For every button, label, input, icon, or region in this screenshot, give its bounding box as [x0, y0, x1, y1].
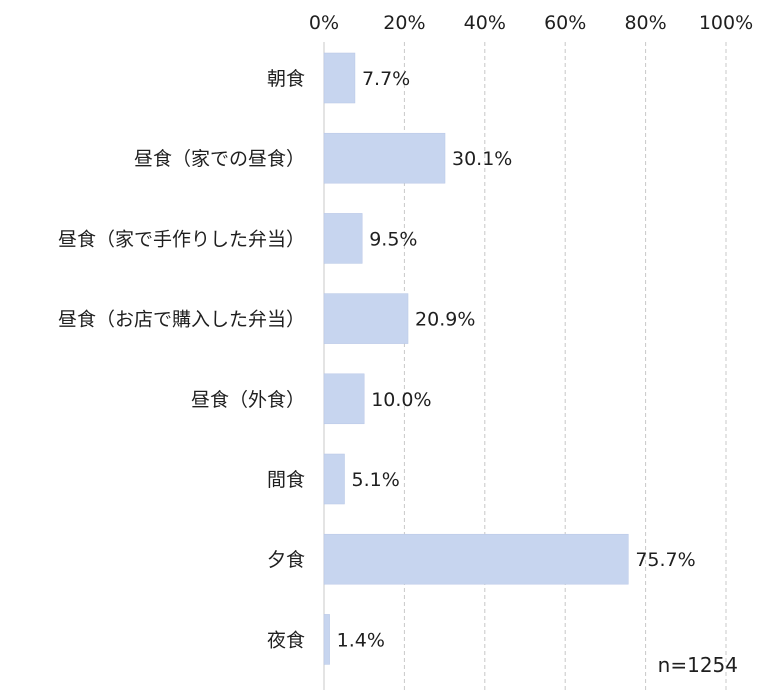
category-label: 昼食（家で手作りした弁当）	[58, 228, 305, 250]
category-label: 昼食（お店で購入した弁当）	[58, 309, 305, 331]
x-axis: 0% 20% 40% 60% 80% 100%	[309, 12, 753, 34]
category-label: 夜食	[267, 629, 305, 651]
x-tick-label: 60%	[544, 12, 586, 34]
category-label: 昼食（家での昼食）	[134, 148, 305, 170]
bar	[323, 52, 356, 104]
bar	[323, 533, 629, 585]
x-tick-label: 20%	[383, 12, 425, 34]
bars	[323, 52, 629, 665]
category-label: 間食	[267, 469, 305, 491]
data-label: 9.5%	[369, 228, 417, 250]
category-label: 夕食	[267, 549, 305, 571]
category-label: 昼食（外食）	[191, 389, 305, 411]
sample-size-annotation: n=1254	[658, 653, 738, 677]
category-label: 朝食	[267, 68, 305, 90]
data-label: 1.4%	[337, 629, 385, 651]
data-label: 20.9%	[415, 309, 475, 331]
x-tick-label: 100%	[699, 12, 753, 34]
data-label: 5.1%	[352, 469, 400, 491]
bar	[323, 373, 365, 425]
labels: 7.7% 朝食 30.1% 昼食（家での昼食） 9.5% 昼食（家で手作りした弁当） 20.…	[58, 68, 696, 651]
bar	[323, 293, 409, 344]
bar	[323, 132, 446, 184]
bar	[323, 614, 330, 665]
x-tick-label: 80%	[624, 12, 666, 34]
data-label: 7.7%	[362, 68, 410, 90]
bar	[323, 213, 363, 264]
x-tick-label: 40%	[464, 12, 506, 34]
x-tick-label: 0%	[309, 12, 339, 34]
data-label: 10.0%	[371, 389, 431, 411]
data-label: 75.7%	[635, 549, 695, 571]
bar	[323, 453, 345, 505]
data-label: 30.1%	[452, 148, 512, 170]
